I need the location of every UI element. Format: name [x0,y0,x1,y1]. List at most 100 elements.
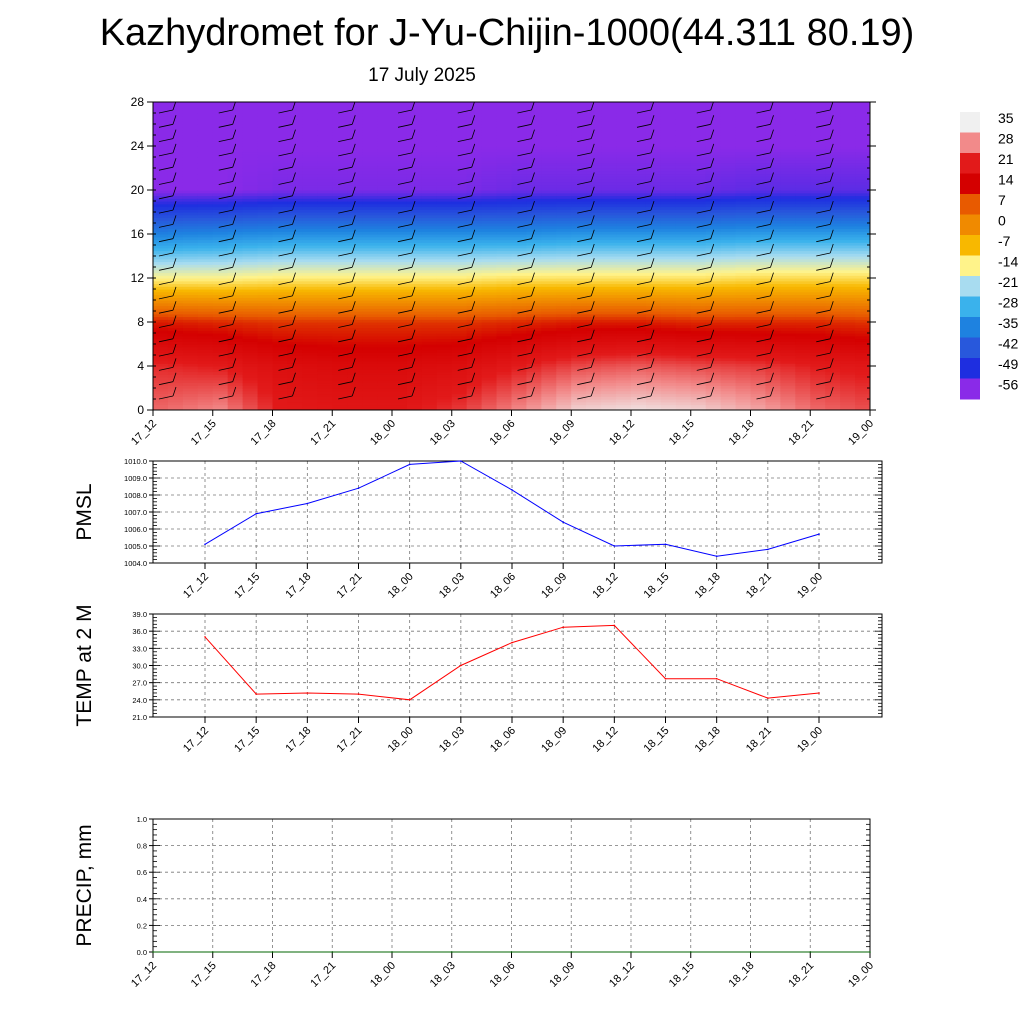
heatmap-cell [601,154,617,158]
heatmap-cell [511,140,528,144]
heatmap-cell [272,115,289,120]
heatmap-cell [167,399,184,403]
heatmap-cell [377,124,393,128]
heatmap-cell [421,368,438,373]
heatmap-cell [780,368,796,373]
heatmap-cell [795,388,811,392]
heatmap-cell [511,256,528,260]
heatmap-cell [705,223,722,227]
heatmap-cell [541,253,557,257]
heatmap-cell [377,305,393,309]
heatmap-cell [153,245,169,249]
heatmap-cell [167,176,184,180]
heatmap-cell [496,151,513,155]
heatmap-cell [765,220,781,224]
heatmap-cell [332,132,348,136]
heatmap-cell [317,176,333,180]
heatmap-cell [616,280,632,285]
heatmap-cell [571,256,587,260]
heatmap-cell [541,256,557,260]
heatmap-cell [720,377,737,381]
heatmap-cell [616,338,632,342]
heatmap-cell [257,124,274,128]
heatmap-cell [735,291,752,296]
heatmap-cell [645,253,662,257]
heatmap-cell [795,297,811,301]
heatmap-cell [541,198,557,202]
heatmap-cell [631,302,647,307]
heatmap-cell [616,379,632,384]
heatmap-cell [705,225,722,230]
heatmap-cell [511,338,528,342]
heatmap-cell [332,300,348,304]
heatmap-cell [616,173,632,177]
heatmap-cell [780,107,796,111]
heatmap-cell [720,278,737,282]
heatmap-cell [571,143,587,147]
heatmap-cell [347,269,363,274]
heatmap-cell [436,349,453,353]
heatmap-cell [436,245,453,249]
heatmap-cell [362,368,378,373]
heatmap-cell [317,157,333,161]
heatmap-cell [257,305,274,309]
heatmap-cell [511,217,528,221]
heatmap-cell [242,330,259,334]
heatmap-cell [765,247,781,252]
heatmap-cell [421,118,438,122]
heatmap-cell [616,344,632,348]
heatmap-cell [541,181,557,186]
heatmap-cell [586,217,602,221]
heatmap-cell [780,401,796,406]
heatmap-cell [451,115,468,120]
heatmap-cell [496,143,513,147]
heatmap-cell [377,300,393,304]
heatmap-cell [167,289,184,293]
heatmap-cell [631,187,647,191]
heatmap-cell [735,242,752,246]
heatmap-cell [392,319,408,323]
heatmap-cell [631,236,647,241]
heatmap-cell [690,357,707,362]
heatmap-cell [302,165,318,169]
heatmap-cell [810,374,826,378]
heatmap-cell [257,176,274,180]
heatmap-cell [392,179,408,183]
heatmap-cell [317,388,333,392]
heatmap-cell [750,401,767,406]
heatmap-cell [690,399,707,403]
heatmap-cell [167,217,184,221]
heatmap-cell [526,297,542,301]
heatmap-cell [332,360,348,364]
heatmap-cell [481,355,498,359]
heatmap-cell [212,294,229,298]
heatmap-cell [541,159,557,164]
heatmap-cell [272,319,289,323]
heatmap-cell [227,261,244,265]
heatmap-cell [511,374,528,378]
heatmap-cell [496,176,513,180]
heatmap-cell [481,173,498,177]
heatmap-cell [212,250,229,254]
heatmap-cell [272,360,289,364]
heatmap-cell [466,390,483,395]
heatmap-cell [362,206,378,210]
heatmap-cell [392,302,408,307]
heatmap-cell [227,256,244,260]
heatmap-cell [451,388,468,392]
heatmap-cell [451,366,468,370]
heatmap-cell [227,135,244,139]
heatmap-cell [466,269,483,274]
heatmap-cell [526,118,542,122]
heatmap-cell [377,302,393,307]
heatmap-cell [332,104,348,109]
heatmap-cell [795,113,811,117]
heatmap-cell [735,157,752,161]
heatmap-cell [392,404,408,408]
heatmap-cell [153,390,169,395]
heatmap-cell [347,294,363,298]
heatmap-cell [645,308,662,312]
heatmap-cell [377,327,393,331]
heatmap-cell [496,192,513,197]
heatmap-cell [227,349,244,353]
